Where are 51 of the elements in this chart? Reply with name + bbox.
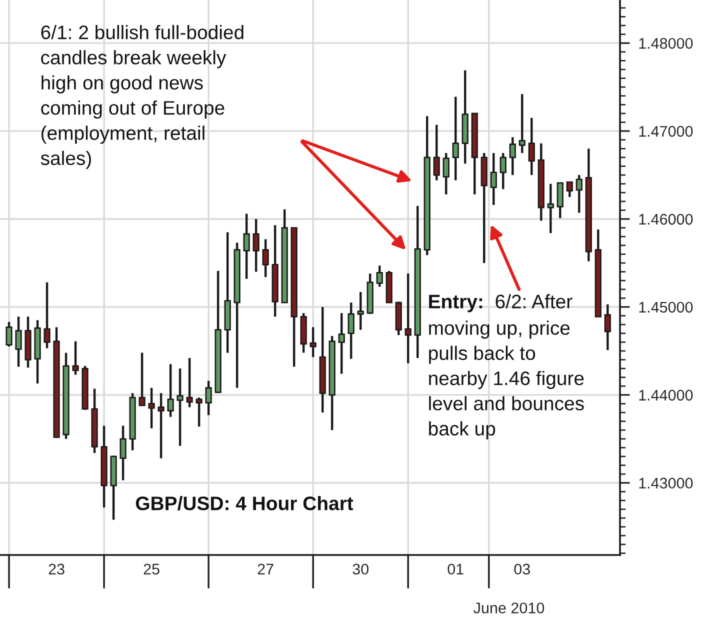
- candlestick: [72, 340, 79, 376]
- candlestick: [262, 238, 269, 278]
- candlestick: [44, 281, 50, 350]
- candlestick: [509, 136, 516, 176]
- candlestick: [338, 312, 345, 375]
- x-tick-label: 30: [352, 564, 368, 575]
- y-tick-label: 1.43000: [639, 478, 693, 489]
- x-tick-label: 23: [48, 564, 64, 575]
- y-tick-label: 1.47000: [639, 126, 693, 137]
- candlestick: [348, 301, 354, 360]
- y-tick-label: 1.44000: [639, 390, 693, 401]
- candlestick: [500, 152, 506, 190]
- candlestick: [6, 320, 12, 348]
- x-tick-label: 25: [144, 564, 160, 575]
- text: GBP/USD: 4 Hour Chart: [136, 496, 354, 510]
- candlestick: [442, 152, 450, 196]
- x-tick-label: 03: [514, 564, 530, 575]
- candlestick: [252, 218, 260, 273]
- candlestick: [556, 182, 564, 220]
- candlestick: [547, 182, 554, 234]
- x-axis-title: June 2010: [474, 602, 544, 614]
- candlestick: [604, 303, 611, 352]
- candlestick: [176, 367, 184, 448]
- candlestick: [186, 356, 193, 408]
- x-tick-label: 01: [448, 564, 464, 575]
- candlestick: [518, 93, 526, 154]
- candlestick: [158, 392, 164, 460]
- candlestick: [243, 212, 250, 280]
- candlestick: [205, 380, 212, 416]
- candlestick: [148, 386, 155, 430]
- candlestick: [433, 124, 440, 182]
- x-tick-label: 27: [258, 564, 274, 574]
- candlestick: [376, 264, 383, 288]
- candlestick: [138, 352, 146, 407]
- candlestick: [310, 326, 316, 358]
- candlestick: [120, 424, 126, 482]
- y-tick-label: 1.45000: [639, 302, 693, 313]
- candlestick: [576, 174, 582, 214]
- annotation: 6/1: 2 bullish full-bodied candles break weekly high on good news coming out of Europe (employment, retail sales): [40, 24, 244, 169]
- y-tick-label: 1.48000: [639, 38, 693, 49]
- candlestick: [566, 180, 573, 198]
- candlestick: [528, 116, 535, 176]
- y-tick-label: 1.46000: [639, 214, 693, 225]
- candlestick: [15, 316, 22, 368]
- candlestick: [196, 396, 202, 428]
- candlestick: [452, 96, 459, 182]
- candlestick: [490, 152, 497, 206]
- candlestick: [167, 363, 174, 418]
- candlestick: [357, 290, 364, 331]
- annotation: Entry: 6/2: After moving up, price pulls back to nearby 1.46 figure level and bounces back up: [429, 294, 584, 440]
- candlestick: [404, 272, 412, 364]
